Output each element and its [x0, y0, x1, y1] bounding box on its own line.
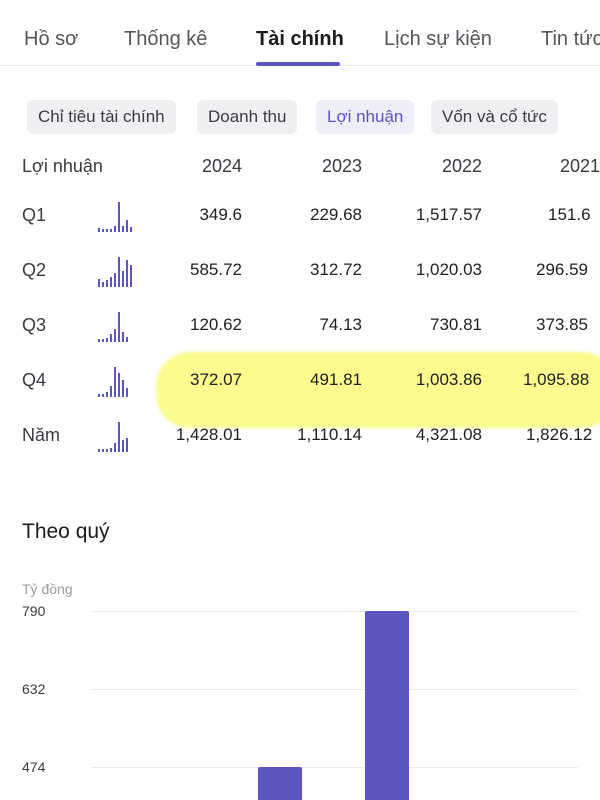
cell-q2-2022: 1,020.03 [415, 260, 482, 279]
sparkline-q3 [98, 308, 134, 342]
sparkline-nam [98, 418, 134, 452]
cell-q4-2024: 372.07 [190, 370, 242, 389]
chart-bar[interactable] [365, 611, 409, 800]
cell-q4-2022: 1,003.86 [415, 370, 482, 389]
cell-nam-2021: 1,826.12 [526, 425, 593, 444]
cell-q3-2021: 373.85 [536, 315, 588, 334]
sparkline-q2 [98, 253, 134, 287]
tab-thong-ke[interactable]: Thống kê [124, 28, 208, 50]
y-tick-label: 474 [22, 759, 46, 775]
gridline [92, 767, 578, 768]
cell-q4-2021: 1,095.88 [523, 370, 590, 389]
tab-ho-so[interactable]: Hồ sơ [24, 28, 79, 50]
cell-q2-2024: 585.72 [190, 260, 242, 279]
cell-nam-2023: 1,110.14 [297, 425, 362, 444]
cell-q1-2023: 229.68 [310, 205, 362, 224]
row-label-q2: Q2 [22, 260, 47, 280]
cell-nam-2024: 1,428.01 [175, 425, 242, 444]
chip-von-va-co-tuc[interactable]: Vốn và cổ tức [431, 100, 558, 134]
cell-q2-2023: 312.72 [310, 260, 362, 279]
cell-q3-2023: 74.13 [319, 315, 362, 334]
year-header: 2021 [560, 156, 600, 176]
sparkline-q1 [98, 198, 134, 232]
chip-doanh-thu[interactable]: Doanh thu [197, 100, 298, 134]
cell-q3-2024: 120.62 [190, 315, 242, 334]
year-header: 2022 [441, 156, 482, 176]
cell-q1-2024: 349.6 [199, 205, 242, 224]
cell-q1-2022: 1,517.57 [415, 205, 482, 224]
section-title: Theo quý [22, 520, 110, 543]
tab-tin-tuc[interactable]: Tin tức [541, 28, 600, 50]
tab-bar: Hồ sơ Thống kê Tài chính Lịch sự kiện Ti… [0, 0, 600, 66]
year-header: 2024 [201, 156, 242, 176]
row-label-nam: Năm [22, 425, 61, 445]
sparkline-q4 [98, 363, 134, 397]
q4-highlight-mark [156, 352, 600, 428]
row-label-q4: Q4 [22, 370, 47, 390]
cell-q1-2021: 151.6 [548, 205, 591, 224]
year-header: 2023 [321, 156, 362, 176]
table-header-label: Lợi nhuận [22, 156, 103, 176]
chart-bar[interactable] [258, 766, 302, 800]
cell-q4-2023: 491.81 [310, 370, 362, 389]
cell-q3-2022: 730.81 [430, 315, 482, 334]
active-tab-indicator [256, 62, 340, 66]
row-label-q3: Q3 [22, 315, 47, 335]
tab-tai-chinh[interactable]: Tài chính [256, 28, 344, 50]
gridline [92, 611, 578, 612]
row-label-q1: Q1 [22, 205, 47, 225]
cell-nam-2022: 4,321.08 [415, 425, 482, 444]
chart-unit-label: Tỷ đồng [22, 581, 73, 597]
chip-loi-nhuan[interactable]: Lợi nhuận [316, 100, 415, 134]
cropped-header-remnant [0, 0, 600, 2]
y-tick-label: 790 [22, 603, 46, 619]
chip-chi-tieu-tai-chinh[interactable]: Chỉ tiêu tài chính [27, 100, 176, 134]
cell-q2-2021: 296.59 [536, 260, 588, 279]
y-tick-label: 632 [22, 681, 46, 697]
gridline [92, 689, 578, 690]
tab-lich-su-kien[interactable]: Lịch sự kiện [384, 28, 492, 50]
